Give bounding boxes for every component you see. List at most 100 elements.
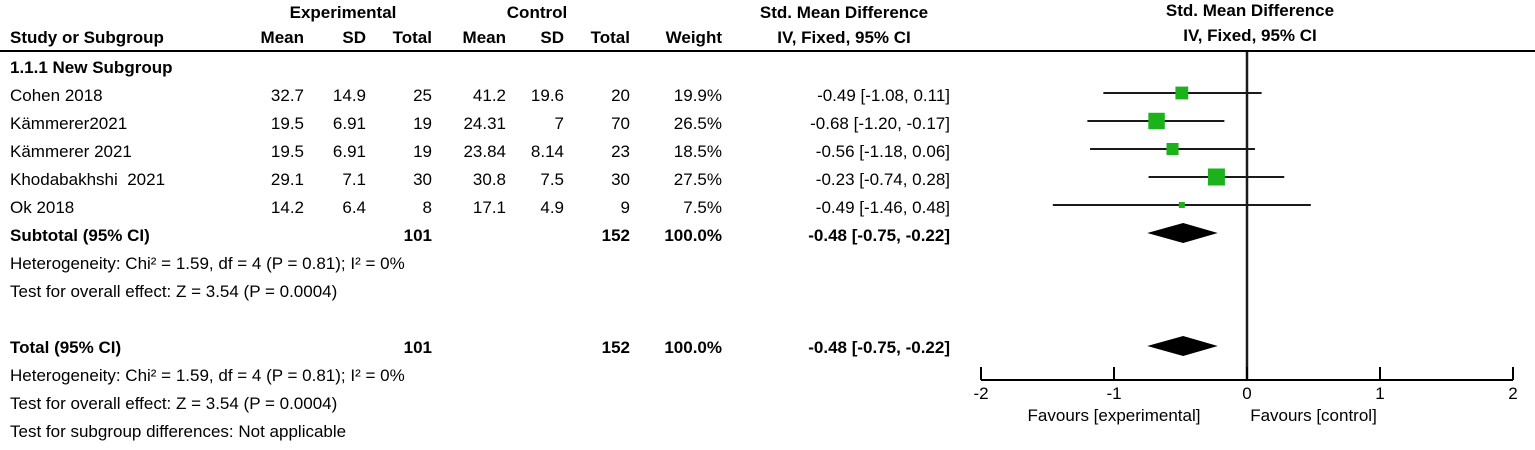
table-row: Kämmerer 2021 19.5 6.91 19 23.84 8.14 23… [0,138,960,166]
total-label: Total (95% CI) [10,338,122,357]
sd-ctrl: 8.14 [530,142,564,161]
subtotal-overall-effect-text: Test for overall effect: Z = 3.54 (P = 0… [10,282,338,301]
header-mean-exp: Mean [260,28,304,47]
cell-empty [248,334,310,362]
header-smd-sub: IV, Fixed, 95% CI [777,28,911,47]
ci-text: -0.56 [-1.18, 0.06] [815,142,950,161]
mean-ctrl: 24.31 [463,114,506,133]
effect-square [1166,142,1179,156]
cell-empty [310,222,372,250]
mean-exp: 32.7 [270,86,304,105]
subtotal-heterogeneity-text: Heterogeneity: Chi² = 1.59, df = 4 (P = … [10,254,405,273]
favours-experimental-label: Favours [experimental] [1028,406,1201,425]
ci-text: -0.49 [-1.08, 0.11] [817,86,950,105]
study-name: Kämmerer 2021 [10,142,132,161]
subtotal-ci-text: -0.48 [-0.75, -0.22] [808,226,950,245]
plot-header-subtitle: IV, Fixed, 95% CI [1183,26,1317,45]
total-exp: 19 [413,142,432,161]
header-spacer [636,0,728,25]
cell-empty [438,222,512,250]
total-ci-text: -0.48 [-0.75, -0.22] [808,338,950,357]
ci-text: -0.68 [-1.20, -0.17] [810,114,950,133]
total-ctrl: 30 [611,170,630,189]
header-sd-exp: SD [342,28,366,47]
mean-exp: 14.2 [270,198,304,217]
blank-row [0,306,960,334]
weight: 26.5% [673,114,722,133]
subtotal-total-ctrl: 152 [601,226,630,245]
total-total-ctrl: 152 [601,338,630,357]
sd-ctrl: 7.5 [540,170,564,189]
subtotal-label: Subtotal (95% CI) [10,226,150,245]
header-divider [0,50,1535,52]
table-body: 1.1.1 New Subgroup Cohen 2018 32.7 14.9 … [0,54,960,446]
total-exp: 8 [422,198,432,217]
axis-tick-label: 2 [1508,384,1517,403]
header-smd-title: Std. Mean Difference [759,3,929,22]
sd-exp: 6.91 [332,142,366,161]
forest-plot-canvas: -2 -1 0 1 2 Favours [experimental] Favours [co… [973,52,1518,425]
header-study: Study or Subgroup [10,28,164,47]
effect-square [1175,86,1189,100]
plot-header-title: Std. Mean Difference [1165,1,1335,20]
sd-ctrl: 19.6 [530,86,564,105]
total-ctrl: 9 [620,198,630,217]
total-exp: 25 [413,86,432,105]
ci-text: -0.23 [-0.74, 0.28] [815,170,950,189]
cell-empty [438,334,512,362]
effect-square [1207,168,1225,186]
sd-exp: 7.1 [342,170,366,189]
header-spacer [0,0,248,25]
subtotal-total-exp: 101 [403,226,432,245]
study-name: Ok 2018 [10,198,75,217]
table-row: Khodabakhshi 2021 29.1 7.1 30 30.8 7.5 3… [0,166,960,194]
header-sd-ctrl: SD [540,28,564,47]
subgroup-label: 1.1.1 New Subgroup [10,58,173,77]
axis-tick-label: -1 [1106,384,1121,403]
subgroup-heading-row: 1.1.1 New Subgroup [0,54,960,82]
sd-ctrl: 4.9 [540,198,564,217]
weight: 19.9% [673,86,722,105]
weight: 7.5% [683,198,722,217]
cell-empty [512,334,570,362]
ci-text: -0.49 [-1.46, 0.48] [815,198,950,217]
subtotal-weight: 100.0% [664,226,722,245]
mean-ctrl: 30.8 [472,170,506,189]
total-ctrl: 70 [611,114,630,133]
header-total-ctrl: Total [590,28,630,47]
sd-ctrl: 7 [554,114,564,133]
favours-control-label: Favours [control] [1250,406,1377,425]
study-name: Cohen 2018 [10,86,103,105]
total-overall-effect-text: Test for overall effect: Z = 3.54 (P = 0… [10,394,338,413]
table-header: Experimental Control Std. Mean Differenc… [0,0,960,50]
axis-tick-label: -2 [973,384,988,403]
header-weight: Weight [665,28,722,47]
axis-tick-label: 0 [1242,384,1251,403]
header-mean-ctrl: Mean [462,28,506,47]
total-diamond [1147,336,1218,356]
mean-exp: 29.1 [270,170,304,189]
weight: 27.5% [673,170,722,189]
mean-ctrl: 23.84 [463,142,506,161]
mean-exp: 19.5 [270,142,304,161]
study-name: Khodabakhshi 2021 [10,170,166,189]
mean-ctrl: 41.2 [472,86,506,105]
total-total-exp: 101 [403,338,432,357]
table-row: Ok 2018 14.2 6.4 8 17.1 4.9 9 7.5% -0.49… [0,194,960,222]
cell-empty [310,334,372,362]
table-row: Cohen 2018 32.7 14.9 25 41.2 19.6 20 19.… [0,82,960,110]
total-heterogeneity-text: Heterogeneity: Chi² = 1.59, df = 4 (P = … [10,366,405,385]
mean-ctrl: 17.1 [472,198,506,217]
total-ctrl: 20 [611,86,630,105]
header-group-experimental: Experimental [289,3,397,22]
subtotal-diamond [1147,223,1218,243]
effect-square [1148,112,1165,130]
study-name: Kämmerer2021 [10,114,128,133]
total-ctrl: 23 [611,142,630,161]
header-total-exp: Total [392,28,432,47]
sd-exp: 6.91 [332,114,366,133]
sd-exp: 14.9 [332,86,366,105]
weight: 18.5% [673,142,722,161]
total-exp: 30 [413,170,432,189]
